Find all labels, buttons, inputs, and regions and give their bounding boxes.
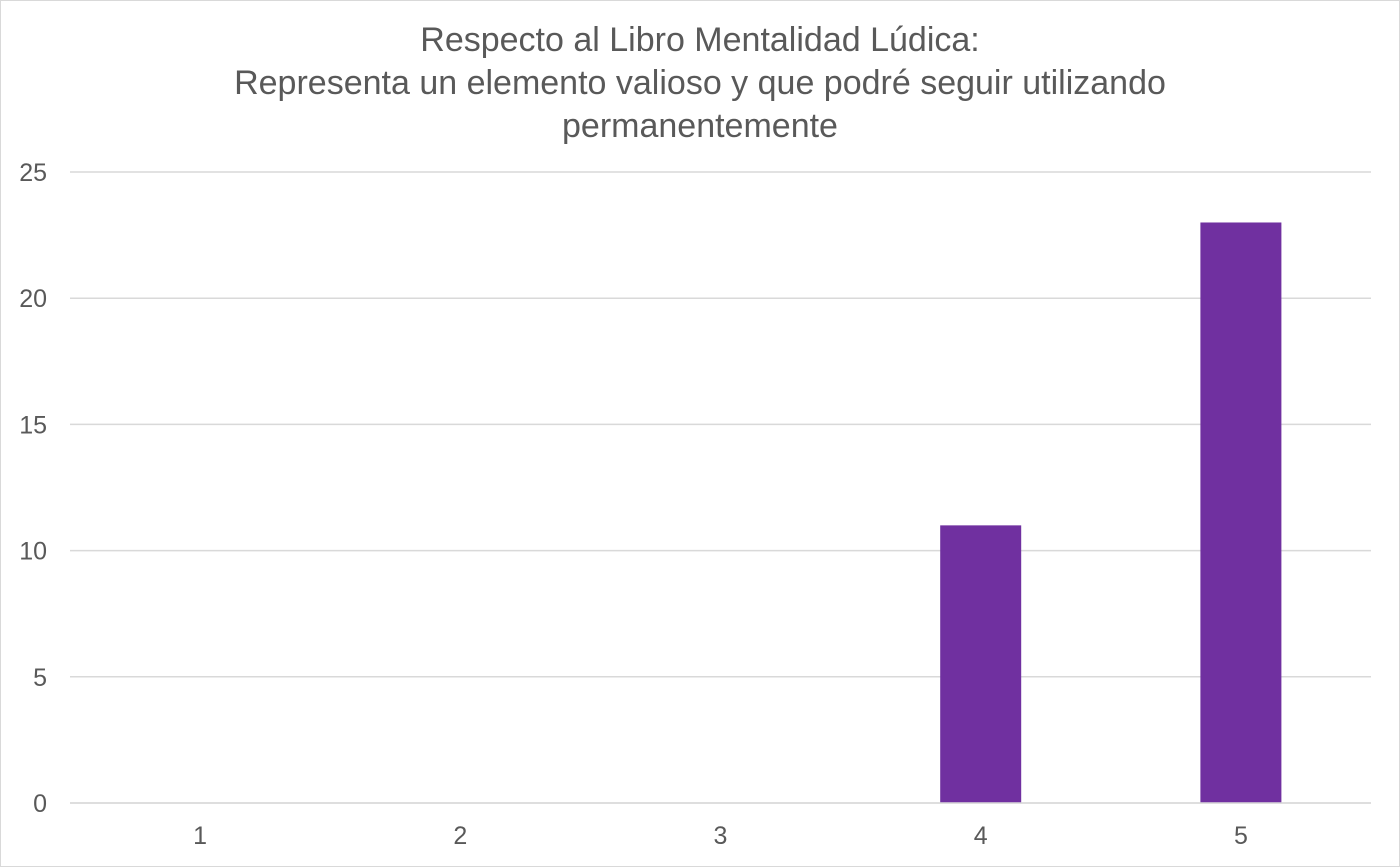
x-axis-tick-labels: 1 2 3 4 5 bbox=[193, 822, 1248, 850]
y-tick-label: 5 bbox=[33, 664, 47, 692]
y-tick-label: 10 bbox=[19, 538, 47, 566]
y-tick-label: 25 bbox=[19, 159, 47, 187]
y-tick-label: 0 bbox=[33, 790, 47, 818]
chart-title: Respecto al Libro Mentalidad Lúdica: Rep… bbox=[1, 19, 1399, 148]
x-tick-label: 5 bbox=[1234, 822, 1248, 850]
y-tick-label: 15 bbox=[19, 411, 47, 439]
x-tick-label: 2 bbox=[453, 822, 467, 850]
y-axis-tick-labels: 0 5 10 15 20 25 bbox=[19, 159, 47, 818]
x-tick-label: 3 bbox=[714, 822, 728, 850]
chart-title-line-2: Representa un elemento valioso y que pod… bbox=[234, 64, 1166, 102]
x-tick-label: 4 bbox=[974, 822, 988, 850]
chart-title-line-1: Respecto al Libro Mentalidad Lúdica: bbox=[420, 21, 980, 59]
bars bbox=[940, 222, 1282, 804]
y-tick-label: 20 bbox=[19, 285, 47, 313]
bar-5 bbox=[1200, 222, 1282, 804]
gridlines bbox=[70, 171, 1371, 804]
bar-4 bbox=[940, 525, 1022, 803]
x-tick-label: 1 bbox=[193, 822, 207, 850]
chart-title-line-3: permanentemente bbox=[562, 107, 838, 145]
